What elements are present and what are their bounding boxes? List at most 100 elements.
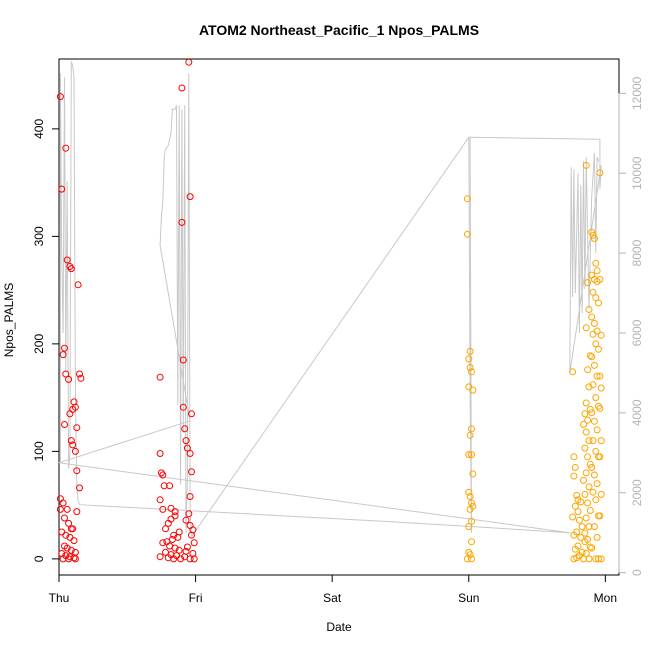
data-point-series-1: [61, 421, 68, 428]
data-point-series-1: [58, 185, 66, 193]
data-point-series-2: [590, 235, 598, 242]
data-point-series-2: [588, 464, 596, 471]
data-point-series-2: [573, 491, 581, 499]
data-point-series-1: [70, 537, 78, 545]
data-point-series-2: [585, 523, 593, 531]
right-axis-line-layer: [58, 61, 602, 539]
data-point-series-2: [582, 550, 590, 557]
x-tick-label: Sun: [458, 591, 479, 605]
data-point-series-2: [569, 368, 577, 376]
data-point-series-2: [466, 347, 474, 355]
data-point-series-2: [592, 555, 600, 563]
data-point-series-2: [592, 340, 600, 348]
data-point-series-2: [465, 488, 473, 496]
data-point-series-1: [61, 514, 68, 522]
data-point-series-2: [596, 512, 604, 520]
data-point-series-1: [178, 218, 186, 226]
data-point-series-2: [589, 231, 597, 239]
data-point-series-1: [171, 544, 179, 552]
data-point-series-2: [466, 364, 474, 371]
data-point-series-1: [76, 484, 83, 492]
data-point-series-1: [188, 410, 195, 418]
data-point-series-1: [65, 555, 73, 563]
data-point-series-2: [589, 381, 597, 389]
data-point-series-1: [56, 505, 64, 513]
data-point-series-1: [177, 555, 185, 563]
data-point-series-2: [592, 496, 600, 504]
data-point-series-1: [166, 482, 174, 490]
data-point-series-2: [597, 384, 605, 392]
data-point-series-1: [56, 93, 64, 101]
data-point-series-2: [582, 514, 590, 522]
data-point-series-1: [179, 403, 187, 411]
data-point-series-2: [593, 372, 601, 380]
data-point-series-1: [171, 512, 179, 520]
data-point-series-2: [571, 545, 579, 553]
data-point-series-2: [596, 275, 604, 283]
data-point-series-2: [597, 331, 605, 339]
data-point-series-2: [586, 507, 594, 514]
data-point-series-1: [181, 425, 189, 433]
data-point-series-2: [465, 355, 473, 363]
y2-tick-label: 12000: [630, 76, 644, 110]
data-point-series-2: [575, 516, 583, 524]
data-point-series-1: [76, 370, 83, 378]
data-point-series-1: [179, 356, 187, 364]
data-point-series-2: [582, 428, 590, 436]
data-point-series-1: [170, 555, 178, 563]
data-point-series-1: [77, 374, 85, 382]
data-point-series-1: [61, 344, 68, 352]
data-point-series-2: [592, 259, 600, 267]
data-point-series-1: [73, 467, 81, 475]
data-point-series-2: [468, 555, 475, 563]
data-point-series-1: [162, 525, 169, 533]
data-point-series-1: [186, 493, 194, 500]
data-point-series-1: [62, 531, 70, 539]
data-point-series-1: [67, 437, 75, 445]
data-point-series-1: [67, 265, 75, 273]
data-point-series-2: [588, 353, 596, 361]
data-point-series-1: [74, 281, 82, 289]
data-point-series-1: [67, 546, 75, 554]
data-point-series-2: [468, 517, 475, 525]
data-point-series-2: [586, 352, 594, 360]
data-point-series-2: [595, 345, 602, 353]
data-point-series-1: [175, 546, 183, 554]
x-tick-label: Fri: [189, 591, 203, 605]
y-axis-label: Npos_PALMS: [2, 283, 16, 357]
data-point-series-2: [469, 470, 477, 478]
data-point-series-1: [62, 370, 70, 378]
data-point-series-2: [570, 531, 578, 539]
data-point-series-2: [596, 404, 604, 412]
data-point-series-2: [585, 306, 593, 313]
y2-tick-label: 0: [630, 569, 644, 576]
data-point-series-2: [585, 555, 593, 563]
data-point-series-1: [178, 84, 186, 92]
data-point-series-1: [66, 410, 74, 418]
data-point-series-1: [159, 505, 167, 513]
data-point-series-2: [582, 161, 590, 169]
data-point-series-1: [159, 471, 167, 479]
data-point-series-1: [156, 553, 164, 561]
data-point-series-2: [582, 399, 590, 407]
y-tick-label: 300: [32, 226, 46, 246]
data-point-series-2: [581, 444, 589, 452]
data-point-series-1: [63, 505, 71, 513]
y2-tick-label: 2000: [630, 479, 644, 506]
data-point-series-2: [589, 437, 597, 445]
data-point-series-2: [571, 502, 579, 510]
data-point-series-2: [586, 405, 594, 413]
data-point-series-2: [581, 490, 589, 498]
data-point-series-2: [597, 555, 605, 563]
data-point-series-1: [185, 510, 193, 518]
data-point-series-1: [186, 450, 194, 457]
chart-title: ATOM2 Northeast_Pacific_1 Npos_PALMS: [199, 22, 479, 38]
x-axis-label: Date: [326, 620, 352, 634]
x-tick-label: Sat: [323, 591, 342, 605]
y2-tick-label: 10000: [630, 156, 644, 190]
data-point-series-1: [73, 424, 81, 432]
data-point-series-1: [188, 531, 195, 539]
data-point-series-2: [585, 483, 593, 491]
y2-tick-label: 4000: [630, 399, 644, 426]
